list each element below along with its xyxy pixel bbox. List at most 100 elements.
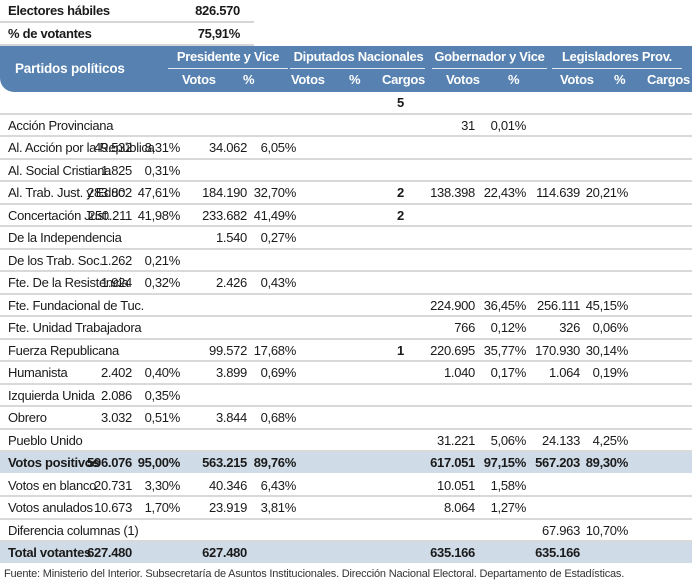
diputados-votos: 563.215 (202, 455, 247, 470)
party-name: Izquierda Unida (8, 387, 95, 403)
header-gobernador-pct: % (508, 72, 520, 87)
gobernador-pct: 5,06% (490, 432, 527, 448)
votantes-label: % de votantes (8, 26, 92, 41)
party-name: Votos en blanco (8, 477, 97, 493)
diputados-pct: 6,05% (260, 140, 297, 155)
header-legisladores-cargos: Cargos (647, 72, 690, 87)
source-footnote: Fuente: Ministerio del Interior. Subsecr… (4, 568, 625, 580)
party-name: De los Trab. Soc. (8, 252, 103, 268)
presidente-pct: 0,32% (144, 275, 181, 290)
votantes-row: % de votantes 75,91% (0, 23, 254, 46)
table-row: Concertación Just. 250.211 41,98% 233.682 41… (0, 205, 692, 227)
table-row: Votos en blanco 20.731 3,30% 40.346 6,43% 10.… (0, 475, 692, 497)
gobernador-pct: 36,45% (483, 297, 527, 313)
gobernador-pct: 97,15% (483, 455, 527, 470)
presidente-votos: 627.480 (87, 545, 132, 560)
legisladores-votos: 114.639 (536, 185, 580, 200)
electores-label: Electores hábiles (8, 3, 110, 18)
diputados-votos: 3.899 (215, 365, 247, 380)
legisladores-pct: 10,70% (585, 522, 629, 538)
header-partidos: Partidos políticos (15, 61, 125, 76)
header-group-divider (552, 68, 682, 69)
diputados-pct: 3,81% (260, 500, 297, 515)
gobernador-votos: 138.398 (430, 185, 475, 200)
header-group-diputados-label: Diputados Nacionales (293, 49, 424, 64)
presidente-votos: 2.402 (100, 365, 132, 380)
diputados-cargos: 5 (397, 95, 404, 110)
table-row: Obrero 3.032 0,51% 3.844 0,68% (0, 407, 692, 430)
party-name: Votos positivos (8, 455, 100, 470)
presidente-votos: 1.924 (100, 275, 132, 290)
table-row: Acción Provinciana 31 0,01% (0, 115, 692, 137)
presidente-pct: 0,21% (144, 252, 181, 268)
header-group-divider (168, 68, 288, 69)
diputados-votos: 34.062 (209, 140, 247, 155)
presidente-pct: 0,35% (144, 387, 181, 403)
party-name: Pueblo Unido (8, 432, 83, 448)
header-group-legisladores: Legisladores Prov. (552, 49, 682, 69)
votantes-value: 75,91% (197, 26, 241, 41)
party-name: Al. Acción por la República (8, 140, 155, 155)
gobernador-votos: 224.900 (430, 297, 475, 313)
presidente-votos: 49.532 (94, 140, 132, 155)
table-row: Al. Trab. Just. y Educ. 283.802 47,61% 184.… (0, 182, 692, 205)
header-diputados-pct: % (349, 72, 361, 87)
table-row: Izquierda Unida 2.086 0,35% (0, 385, 692, 407)
presidente-pct: 3,30% (144, 477, 181, 493)
presidente-votos: 1.262 (100, 252, 132, 268)
gobernador-pct: 0,01% (490, 117, 527, 133)
table-row: Fte. Fundacional de Tuc. 224.900 36,45% 256… (0, 295, 692, 317)
gobernador-pct: 1,27% (490, 500, 527, 515)
diputados-votos: 3.844 (215, 410, 247, 425)
header-group-divider (432, 68, 547, 69)
diputados-votos: 23.919 (209, 500, 247, 515)
table-header: Partidos políticos Presidente y Vice Dip… (0, 46, 692, 92)
header-group-legisladores-label: Legisladores Prov. (562, 49, 672, 64)
legisladores-pct: 89,30% (585, 455, 629, 470)
electores-value: 826.570 (195, 3, 240, 18)
presidente-votos: 3.032 (100, 410, 132, 425)
presidente-votos: 1.825 (100, 162, 132, 178)
legisladores-votos: 24.133 (542, 432, 580, 448)
diputados-pct: 0,27% (260, 230, 297, 245)
gobernador-pct: 0,17% (490, 365, 527, 380)
legisladores-pct: 30,14% (585, 342, 629, 358)
header-group-gobernador-label: Gobernador y Vice (434, 49, 545, 64)
table-row: De la Independencia 1.540 0,27% (0, 227, 692, 250)
legisladores-pct: 0,19% (592, 365, 629, 380)
gobernador-votos: 220.695 (430, 342, 475, 358)
diputados-pct: 17,68% (253, 342, 297, 358)
party-name: Al. Trab. Just. y Educ. (8, 185, 128, 200)
results-table-body: 5 Acción Provinciana 31 0,01% Al. Acción por… (0, 92, 692, 565)
gobernador-votos: 31 (461, 117, 475, 133)
header-group-gobernador: Gobernador y Vice (432, 49, 547, 69)
presidente-pct: 0,31% (144, 162, 181, 178)
header-group-divider (290, 68, 425, 69)
diputados-votos: 233.682 (202, 207, 247, 223)
table-row: Votos anulados 10.673 1,70% 23.919 3,81% 8.06… (0, 497, 692, 520)
legisladores-votos: 567.203 (535, 455, 580, 470)
presidente-pct: 0,51% (144, 410, 181, 425)
diputados-pct: 32,70% (253, 185, 297, 200)
gobernador-votos: 8.064 (443, 500, 475, 515)
legisladores-votos: 170.930 (535, 342, 580, 358)
party-name: Obrero (8, 410, 47, 425)
party-name: Fuerza Republicana (8, 342, 119, 358)
diputados-cargos: 1 (397, 342, 404, 358)
diputados-pct: 41,49% (253, 207, 297, 223)
header-legisladores-votos: Votos (560, 72, 594, 87)
header-presidente-pct: % (243, 72, 255, 87)
table-row: Diferencia columnas (1) 67.963 10,70% (0, 520, 692, 542)
legisladores-pct: 4,25% (592, 432, 629, 448)
diputados-pct: 0,43% (260, 275, 297, 290)
gobernador-votos: 635.166 (430, 545, 475, 560)
table-row: De los Trab. Soc. 1.262 0,21% (0, 250, 692, 272)
diputados-votos: 40.346 (209, 477, 247, 493)
header-group-presidente-label: Presidente y Vice (176, 49, 280, 64)
header-gobernador-votos: Votos (446, 72, 480, 87)
gobernador-pct: 1,58% (490, 477, 527, 493)
presidente-votos: 10.673 (94, 500, 132, 515)
party-name: Fte. De la Resistencia (8, 275, 129, 290)
party-name: Fte. Unidad Trabajadora (8, 320, 142, 335)
diputados-votos: 184.190 (202, 185, 247, 200)
